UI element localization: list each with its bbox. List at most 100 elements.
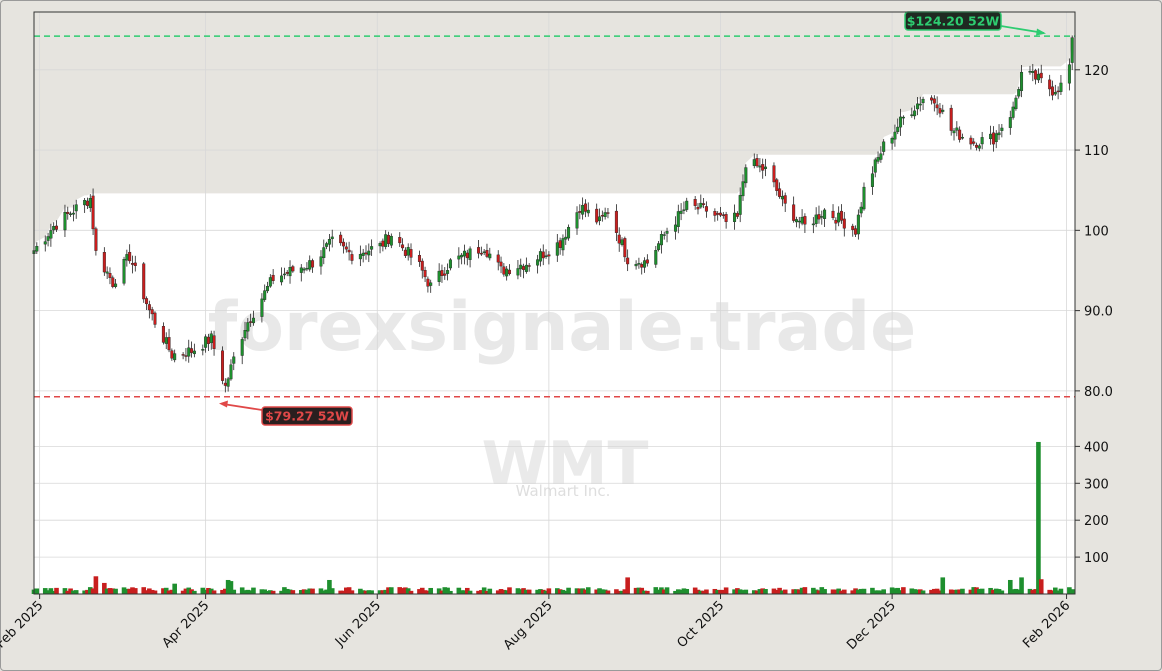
- candle-body: [586, 209, 590, 214]
- candle-body: [960, 137, 964, 139]
- candle-body: [448, 259, 452, 269]
- candle-body: [263, 290, 267, 300]
- candle-body: [142, 263, 146, 300]
- volume-bar: [920, 590, 926, 594]
- candle-body: [187, 347, 191, 357]
- volume-bar: [850, 590, 856, 594]
- volume-bar: [1016, 589, 1022, 594]
- volume-bar: [543, 590, 549, 594]
- candle-body: [479, 252, 483, 255]
- volume-bar: [580, 588, 585, 594]
- candle-body: [665, 231, 669, 234]
- volume-bar: [242, 590, 248, 594]
- candle-body: [367, 250, 371, 256]
- candle-body: [620, 239, 624, 245]
- volume-bar: [661, 589, 667, 594]
- candle-body: [322, 247, 326, 258]
- volume-bar: [954, 589, 960, 594]
- volume-bar: [324, 589, 329, 594]
- volume-bar: [892, 588, 898, 594]
- volume-bar: [802, 587, 808, 594]
- volume-bar: [310, 588, 315, 594]
- candle-body: [249, 321, 253, 323]
- candle-body: [901, 116, 905, 119]
- candle-body: [311, 260, 315, 268]
- candle-body: [882, 141, 886, 152]
- candle-body: [108, 273, 112, 278]
- volume-bar: [996, 589, 1002, 594]
- candle-body: [1011, 106, 1015, 118]
- volume-bar: [456, 587, 462, 594]
- candle-body: [997, 132, 1001, 136]
- candle-body: [879, 153, 883, 160]
- volume-bar: [445, 587, 450, 594]
- candle-body: [49, 230, 53, 239]
- candle-body: [876, 157, 880, 162]
- volume-bar: [535, 589, 540, 594]
- volume-bar: [856, 589, 861, 594]
- low-label-text: $79.27 52W: [265, 409, 349, 424]
- candle-body: [1070, 37, 1074, 63]
- volume-bar: [152, 590, 158, 594]
- candle-body: [52, 226, 56, 231]
- volume-bar: [794, 589, 799, 594]
- volume-bar: [186, 587, 192, 594]
- candle-body: [327, 239, 331, 245]
- volume-bar: [594, 589, 600, 594]
- candle-body: [71, 212, 75, 215]
- candle-body: [654, 250, 658, 265]
- volume-bar: [555, 588, 560, 594]
- volume-bar: [723, 587, 729, 594]
- volume-bar: [282, 587, 287, 594]
- volume-bar: [251, 587, 256, 594]
- candle-body: [417, 255, 421, 262]
- candle-body: [420, 260, 424, 271]
- candle-body: [817, 214, 821, 220]
- candle-body: [437, 270, 441, 282]
- candle-body: [201, 349, 205, 351]
- candle-body: [147, 304, 151, 311]
- candle-body: [406, 247, 410, 256]
- volume-bar: [73, 590, 79, 594]
- candle-body: [544, 255, 548, 258]
- volume-bar: [498, 589, 504, 594]
- volume-bar: [110, 588, 116, 594]
- volume-bar: [636, 587, 642, 594]
- volume-bar: [1067, 587, 1072, 594]
- candle-body: [837, 212, 841, 223]
- candle-body: [991, 132, 995, 145]
- volume-bar: [383, 589, 388, 594]
- candle-body: [457, 255, 461, 260]
- volume-bar: [329, 588, 335, 594]
- candle-body: [446, 270, 450, 274]
- volume-bar: [692, 587, 698, 594]
- volume-bar: [774, 590, 780, 594]
- candle-body: [614, 210, 618, 233]
- volume-bar: [48, 588, 54, 594]
- candle-body: [344, 246, 348, 250]
- candle-body: [555, 242, 559, 256]
- date-tick-label: Feb 2026: [1020, 598, 1073, 651]
- volume-bar: [870, 587, 875, 594]
- volume-bar: [338, 590, 343, 594]
- candle-body: [637, 263, 641, 265]
- candle-body: [583, 203, 587, 212]
- candle-body: [522, 266, 526, 270]
- volume-bar: [675, 589, 681, 594]
- plot-border: [33, 11, 1076, 595]
- volume-bar: [645, 590, 650, 594]
- candle-body: [288, 267, 292, 277]
- high-52w-annotation: $124.20 52W: [904, 11, 1046, 36]
- volume-bar: [614, 589, 619, 594]
- candle-body: [1017, 89, 1021, 97]
- volume-bar: [633, 587, 639, 594]
- volume-bar: [287, 589, 293, 594]
- volume-bar: [974, 587, 979, 594]
- candle-body: [462, 250, 466, 257]
- volume-bar: [284, 588, 290, 594]
- candle-body: [761, 164, 765, 171]
- volume-bar: [681, 588, 687, 594]
- candle-body: [105, 271, 109, 274]
- volume-bar: [481, 587, 487, 594]
